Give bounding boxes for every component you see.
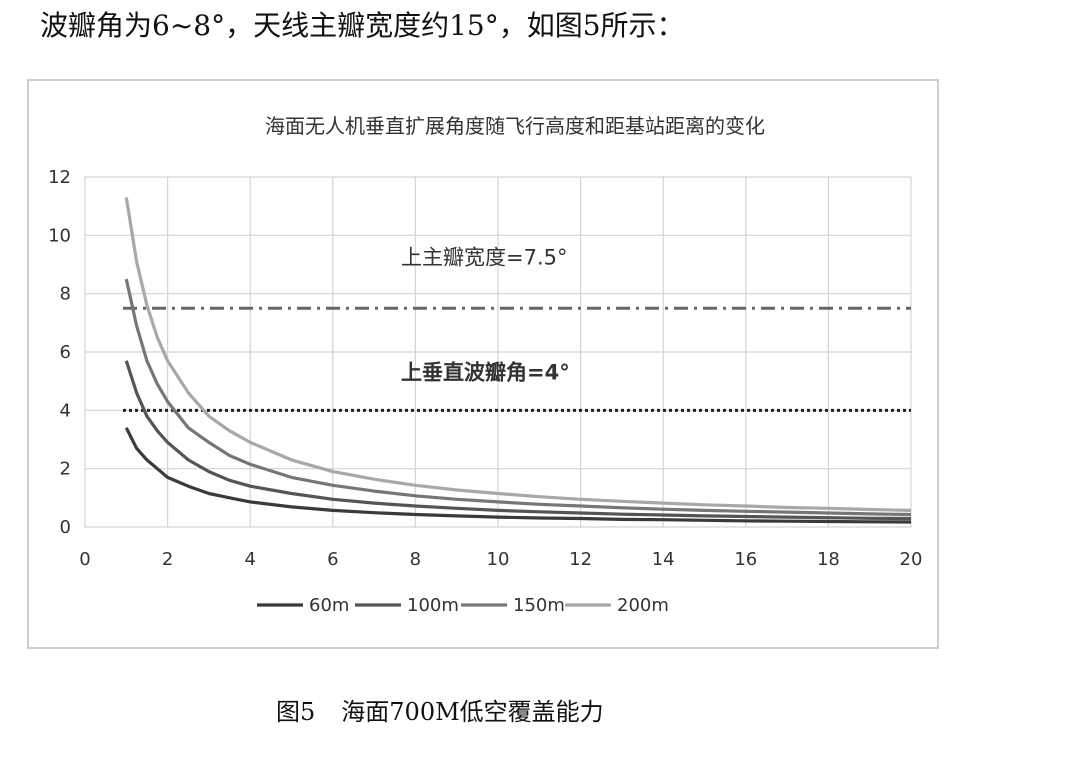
y-tick-label: 6 [60,342,71,363]
axis-ticks: 0 2 4 6 8 10 12 14 16 18 20 0 2 4 6 8 10 12 [48,167,922,570]
x-tick-label: 8 [410,549,421,570]
series-line-200m [124,197,912,512]
y-tick-label: 8 [60,284,71,305]
x-tick-label: 20 [900,549,923,570]
legend: 60m 100m 150m 200m [257,595,669,616]
series-lines [124,197,912,524]
reference-line-label: 上主瓣宽度=7.5° [401,245,568,269]
figure-caption: 图5 海面700M低空覆盖能力 [276,692,604,727]
series-line-150m [124,278,912,517]
x-tick-label: 14 [652,549,675,570]
series-line-60m [124,427,912,524]
legend-label: 200m [617,595,669,616]
caption-number: 图5 [276,698,316,726]
y-tick-label: 4 [60,400,71,421]
chart-frame: 海面无人机垂直扩展角度随飞行高度和距基站距离的变化 上主瓣宽度=7.5° 上垂直波… [27,79,939,649]
legend-label: 150m [513,595,565,616]
x-tick-label: 2 [162,549,173,570]
y-tick-label: 12 [48,167,71,188]
y-tick-label: 10 [48,225,71,246]
x-tick-label: 18 [817,549,840,570]
y-tick-label: 0 [60,517,71,538]
x-tick-label: 16 [734,549,757,570]
y-tick-label: 2 [60,459,71,480]
reference-lines: 上主瓣宽度=7.5° 上垂直波瓣角=4° [123,245,911,412]
legend-label: 100m [407,595,459,616]
x-tick-label: 12 [569,549,592,570]
series-line-100m [124,360,912,521]
line-chart: 海面无人机垂直扩展角度随飞行高度和距基站距离的变化 上主瓣宽度=7.5° 上垂直波… [48,114,922,616]
x-tick-label: 6 [327,549,338,570]
intro-text: 波瓣角为6~8°，天线主瓣宽度约15°，如图5所示： [40,9,685,42]
reference-line-label: 上垂直波瓣角=4° [401,360,570,384]
caption-title: 海面700M低空覆盖能力 [341,698,604,726]
chart-title: 海面无人机垂直扩展角度随飞行高度和距基站距离的变化 [265,114,765,138]
x-tick-label: 10 [487,549,510,570]
x-tick-label: 0 [79,549,90,570]
grid [84,176,912,528]
legend-label: 60m [309,595,349,616]
x-tick-label: 4 [244,549,255,570]
